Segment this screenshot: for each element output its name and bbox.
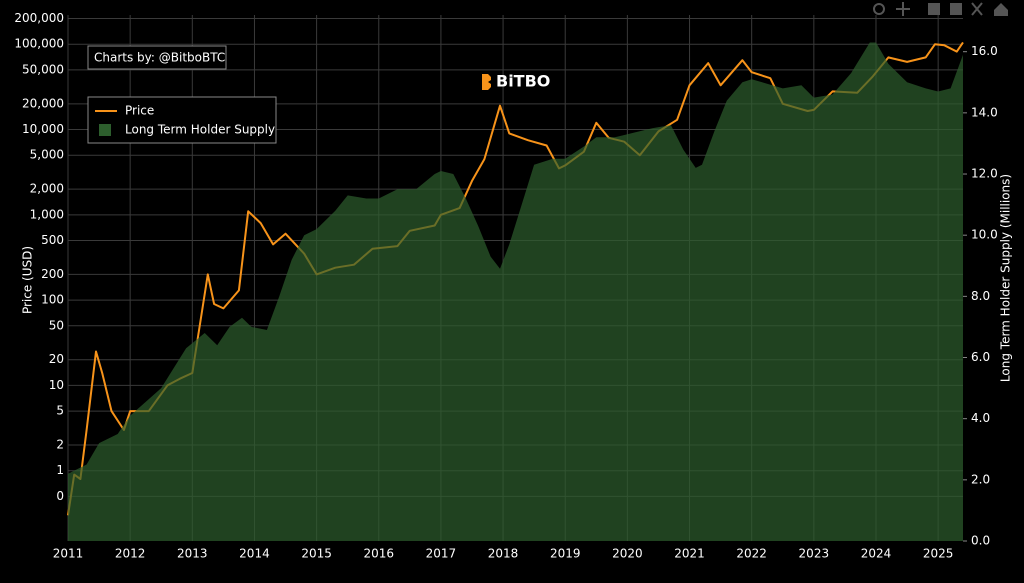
supply-area bbox=[68, 42, 963, 541]
y2-tick-label: 14.0 bbox=[971, 105, 998, 119]
x-tick-label: 2019 bbox=[550, 547, 581, 561]
x-tick-label: 2015 bbox=[301, 547, 332, 561]
zoom-out-icon[interactable] bbox=[950, 3, 962, 15]
y2-tick-label: 8.0 bbox=[971, 289, 990, 303]
x-tick-label: 2017 bbox=[426, 547, 457, 561]
y2-tick-label: 0.0 bbox=[971, 534, 990, 548]
y-tick-label: 200 bbox=[41, 267, 64, 281]
x-tick-label: 2022 bbox=[736, 547, 767, 561]
x-tick-label: 2012 bbox=[115, 547, 146, 561]
y-tick-label: 1,000 bbox=[30, 207, 64, 221]
y-tick-label: 20,000 bbox=[22, 96, 64, 110]
y2-tick-label: 4.0 bbox=[971, 411, 990, 425]
y-tick-label: 1 bbox=[56, 463, 64, 477]
logo: BiTBO bbox=[496, 72, 550, 91]
x-tick-label: 2018 bbox=[488, 547, 519, 561]
credit: Charts by: @BitboBTC bbox=[94, 51, 225, 65]
y-tick-label: 500 bbox=[41, 233, 64, 247]
pan-icon[interactable] bbox=[896, 2, 910, 16]
y-tick-label: 10,000 bbox=[22, 122, 64, 136]
autoscale-icon[interactable] bbox=[971, 2, 983, 16]
y2-tick-label: 12.0 bbox=[971, 167, 998, 181]
y2-tick-label: 2.0 bbox=[971, 472, 990, 486]
zoom-in-icon[interactable] bbox=[928, 3, 940, 15]
y-tick-label: 50 bbox=[49, 318, 64, 332]
y-tick-label: 2 bbox=[56, 438, 64, 452]
x-tick-label: 2013 bbox=[177, 547, 208, 561]
legend-box bbox=[87, 96, 277, 144]
y-tick-label: 200,000 bbox=[14, 11, 64, 25]
y-tick-label: 20 bbox=[49, 352, 64, 366]
x-tick-label: 2021 bbox=[674, 547, 705, 561]
zoom-icon[interactable] bbox=[873, 3, 885, 15]
x-tick-label: 2011 bbox=[53, 547, 84, 561]
x-tick-label: 2025 bbox=[923, 547, 954, 561]
y-tick-label: 0 bbox=[56, 489, 64, 503]
x-tick-label: 2020 bbox=[612, 547, 643, 561]
y2-axis-title: Long Term Holder Supply (Millions) bbox=[999, 174, 1013, 382]
legend-label: Price bbox=[125, 104, 154, 118]
y-tick-label: 100 bbox=[41, 293, 64, 307]
y-tick-label: 5 bbox=[56, 404, 64, 418]
plot bbox=[67, 15, 964, 541]
y-tick-label: 5,000 bbox=[30, 148, 64, 162]
y-tick-label: 2,000 bbox=[30, 182, 64, 196]
x-tick-label: 2023 bbox=[799, 547, 830, 561]
y-axis-title: Price (USD) bbox=[21, 246, 35, 314]
y-tick-label: 10 bbox=[49, 378, 64, 392]
legend-swatch bbox=[99, 124, 111, 136]
logo-icon bbox=[482, 74, 491, 90]
x-tick-label: 2016 bbox=[363, 547, 394, 561]
home-icon[interactable] bbox=[994, 3, 1008, 16]
y-tick-label: 50,000 bbox=[22, 62, 64, 76]
x-tick-label: 2024 bbox=[861, 547, 892, 561]
toolbar bbox=[873, 2, 1008, 16]
y-tick-label: 100,000 bbox=[14, 37, 64, 51]
y2-tick-label: 10.0 bbox=[971, 228, 998, 242]
credit-box bbox=[87, 45, 227, 70]
y2-tick-label: 6.0 bbox=[971, 350, 990, 364]
x-tick-label: 2014 bbox=[239, 547, 270, 561]
legend-label: Long Term Holder Supply bbox=[125, 123, 275, 137]
y2-tick-label: 16.0 bbox=[971, 44, 998, 58]
